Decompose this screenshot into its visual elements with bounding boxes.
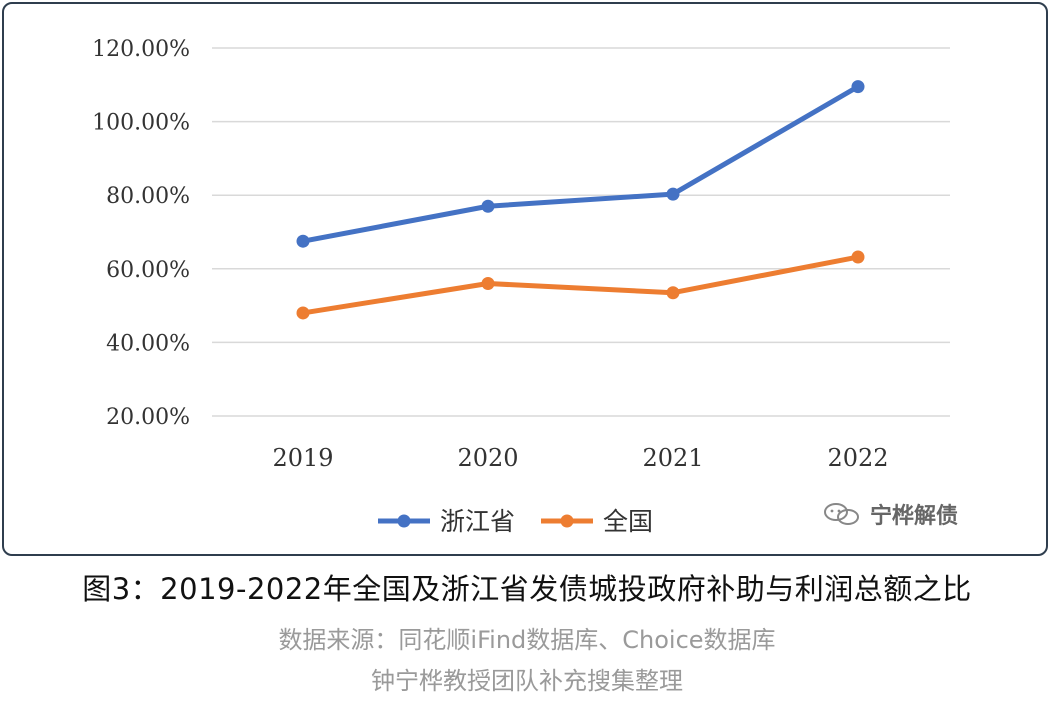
y-tick-label: 120.00% [92, 37, 190, 62]
y-tick-label: 80.00% [106, 184, 190, 209]
y-tick-label: 20.00% [106, 405, 190, 430]
data-point [666, 286, 680, 300]
series-line [302, 254, 859, 316]
line-chart: 20.00% 40.00% 60.00% 80.00% 100.00% 120.00% 20… [92, 37, 950, 536]
watermark: 宁桦解债 [822, 498, 958, 530]
legend-label: 全国 [603, 507, 653, 536]
data-point [296, 306, 310, 320]
data-point [481, 199, 495, 213]
legend-label: 浙江省 [440, 507, 515, 536]
credit-line: 钟宁桦教授团队补充搜集整理 [371, 667, 683, 695]
legend-swatch-marker [397, 514, 411, 528]
data-point [666, 187, 680, 201]
x-tick-label: 2019 [272, 444, 333, 472]
x-tick-label: 2022 [827, 444, 888, 472]
data-point [481, 277, 495, 291]
chart-frame [2, 2, 1048, 556]
x-tick-label: 2021 [642, 444, 703, 472]
data-source: 数据来源：同花顺iFind数据库、Choice数据库 [278, 626, 776, 654]
y-tick-label: 40.00% [106, 331, 190, 356]
series-line [302, 84, 860, 244]
x-tick-label: 2020 [457, 444, 518, 472]
figure-caption: 图3：2019-2022年全国及浙江省发债城投政府补助与利润总额之比 [82, 572, 972, 606]
y-tick-label: 100.00% [92, 111, 190, 136]
data-point [851, 80, 865, 94]
watermark-text: 宁桦解债 [870, 504, 959, 529]
legend-swatch-marker [560, 514, 574, 528]
wechat-icon [824, 503, 859, 525]
data-point [851, 250, 865, 264]
data-point [296, 234, 310, 248]
y-tick-label: 60.00% [106, 258, 190, 283]
